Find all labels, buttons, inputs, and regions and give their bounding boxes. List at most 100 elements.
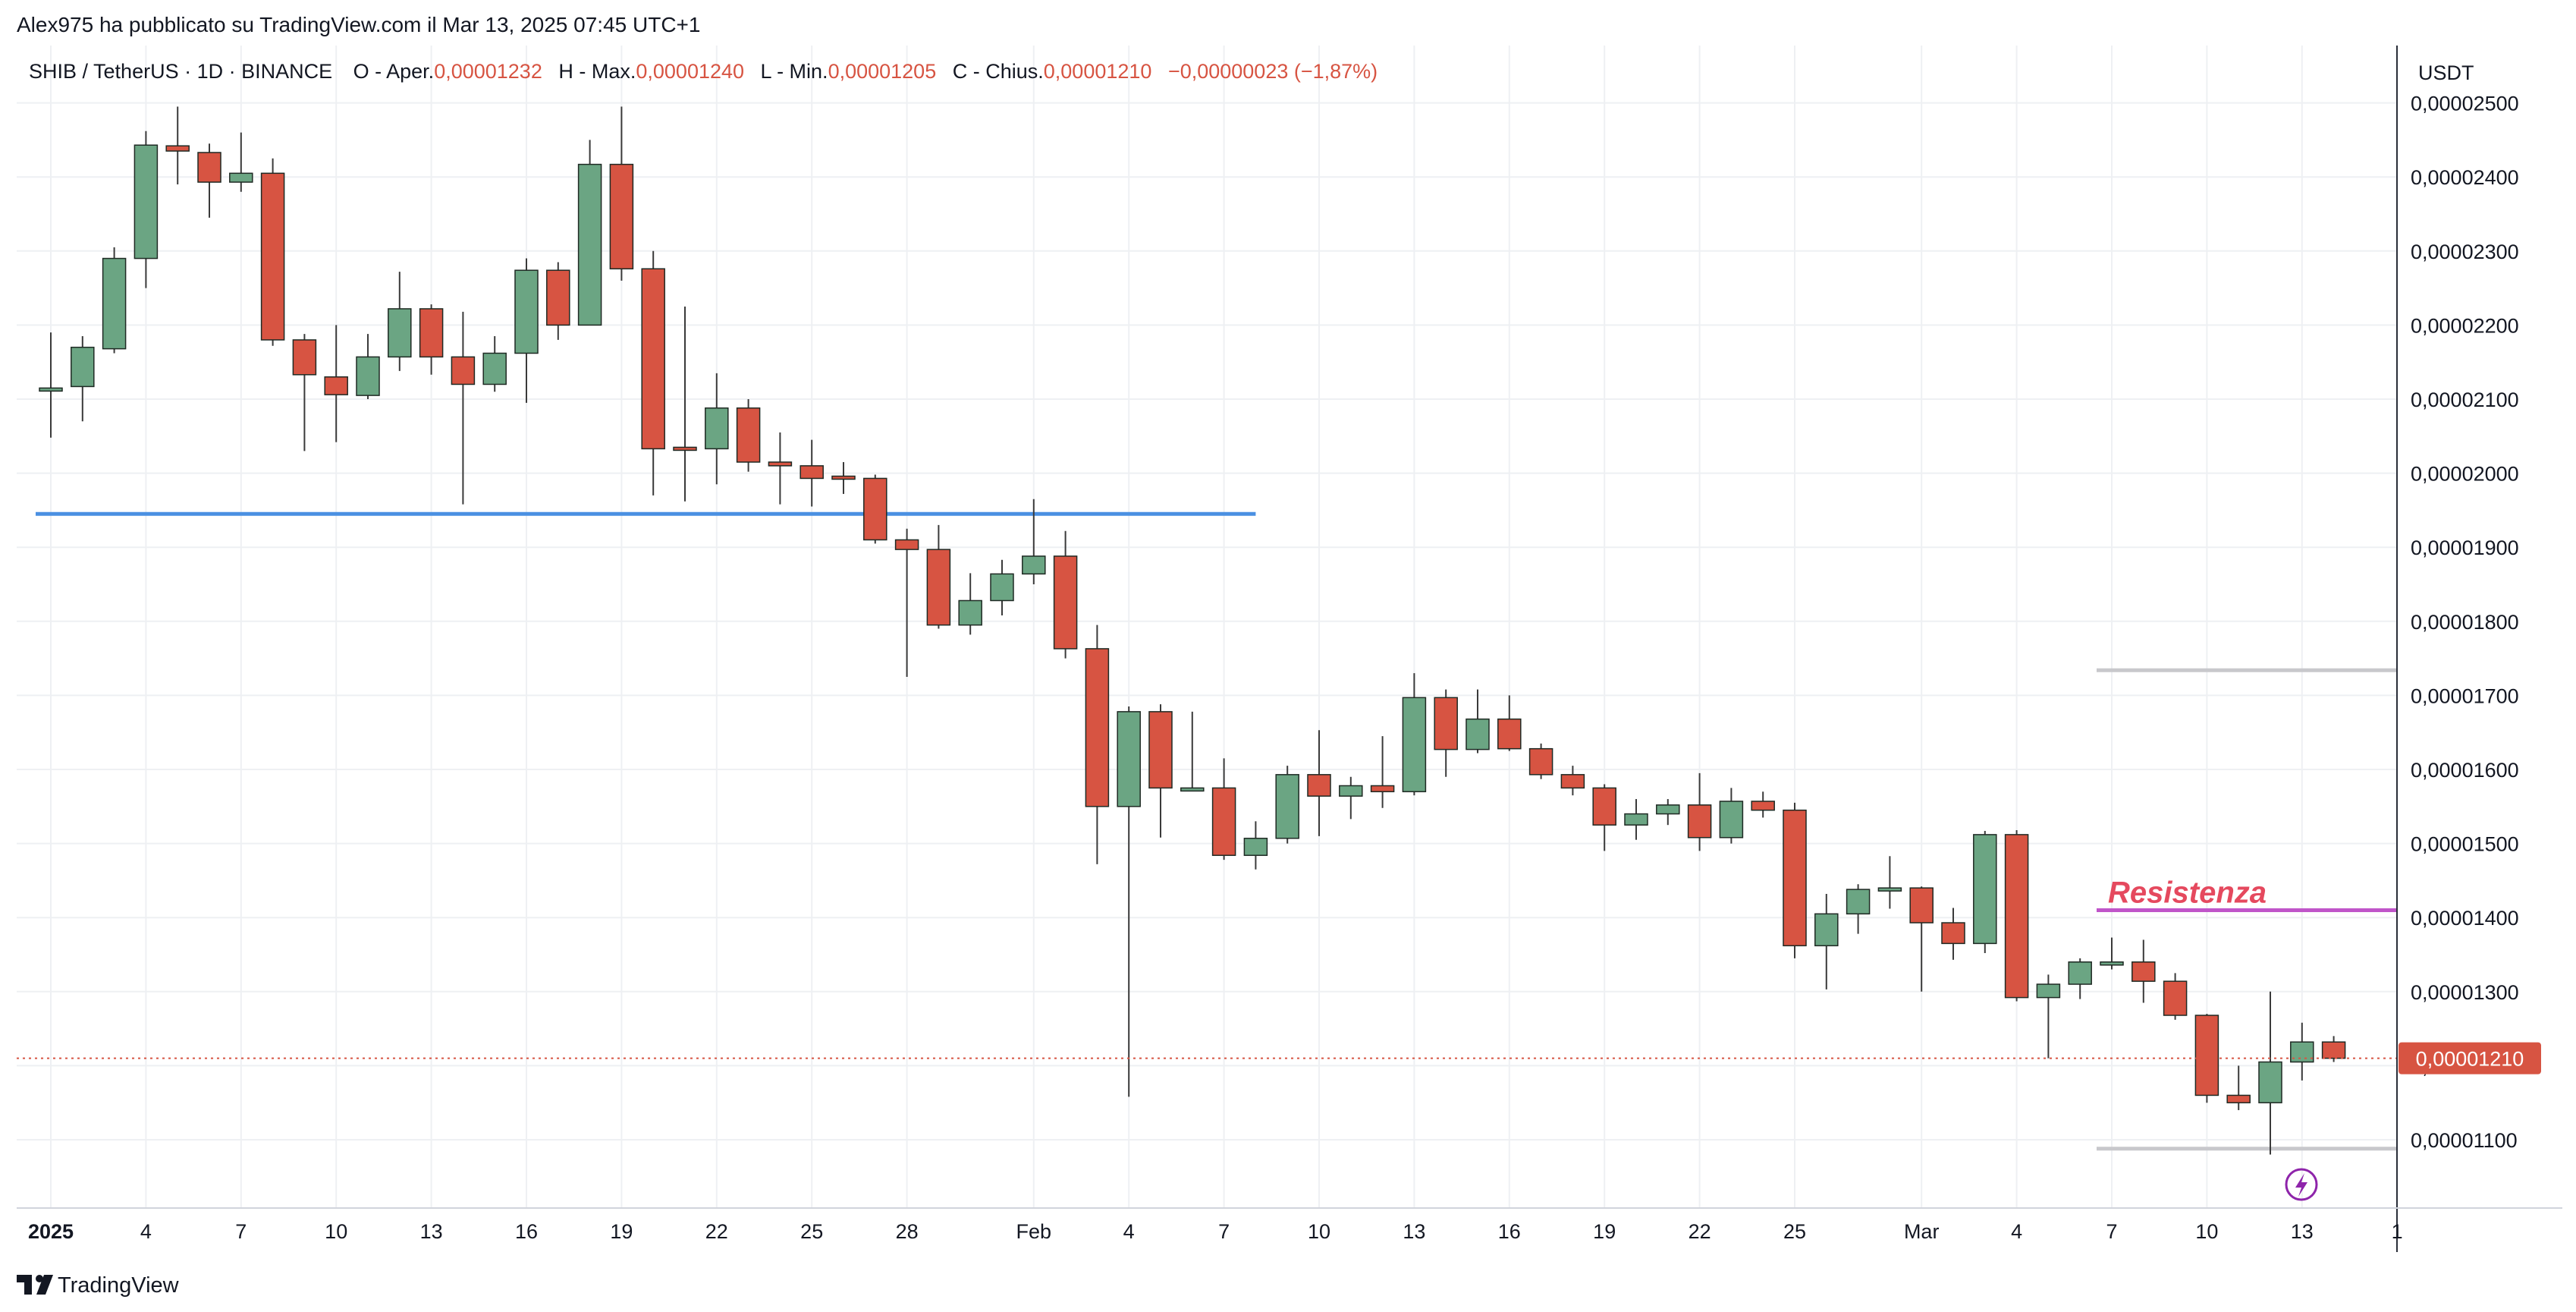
candle-body (736, 407, 761, 463)
candle (958, 573, 982, 635)
candle-body (134, 144, 159, 260)
candle (894, 528, 919, 677)
candle-body (39, 387, 63, 392)
tradingview-logo[interactable]: TradingView (17, 1273, 180, 1298)
candle-body (609, 163, 634, 269)
candle (1751, 791, 1775, 818)
candle (2163, 973, 2188, 1020)
lightning-icon[interactable] (2285, 1168, 2318, 1201)
legend-symbol: SHIB / TetherUS · 1D · BINANCE (29, 60, 332, 83)
y-tick-label: 0,00002200 (2411, 314, 2519, 337)
candle (1624, 799, 1648, 840)
candle-body (388, 308, 412, 358)
legend-open-value: 0,00001232 (434, 60, 542, 83)
candle (1941, 908, 1965, 960)
time-axis[interactable]: 2025 4 7 10 13 16 19 22 25 28 Feb 4 7 10 13 16 19 22 25 Mar… (28, 1220, 2403, 1243)
candle (2100, 937, 2124, 970)
candle (229, 132, 253, 192)
x-tick-label: 28 (896, 1220, 919, 1243)
x-tick-label: 2025 (28, 1220, 74, 1243)
legend-high-value: 0,00001240 (636, 60, 744, 83)
candle (1497, 695, 1522, 751)
candle (2131, 939, 2156, 1003)
x-tick-label: 13 (420, 1220, 443, 1243)
x-tick-label: 13 (2291, 1220, 2314, 1243)
candle-body (990, 573, 1014, 602)
y-tick-label: 0,00001900 (2411, 536, 2519, 559)
horizontal-levels (36, 511, 2397, 1151)
x-tick-label: 19 (1593, 1220, 1616, 1243)
candle-body (673, 446, 697, 451)
candle (1370, 736, 1395, 808)
legend-close-value: 0,00001210 (1044, 60, 1152, 83)
candle-body (197, 152, 221, 183)
candle (736, 399, 761, 472)
candle (1339, 776, 1363, 820)
x-tick-label: Mar (1904, 1220, 1940, 1243)
candle (1814, 893, 1839, 990)
y-tick-label: 0,00002000 (2411, 463, 2519, 486)
candle-body (1339, 785, 1363, 797)
x-tick-label: 7 (235, 1220, 247, 1243)
candle (1592, 784, 1616, 851)
candle (324, 325, 348, 442)
candle (641, 250, 665, 496)
candle (1528, 743, 1553, 779)
y-tick-label: 0,00001600 (2411, 759, 2519, 782)
current-price-tag: 0,00001210 (2399, 1042, 2541, 1074)
chart-grid (17, 46, 2399, 1208)
candle (1783, 802, 1807, 958)
candle (1275, 766, 1299, 844)
x-tick-label: 10 (2195, 1220, 2218, 1243)
candle (1687, 772, 1712, 851)
candle-body (1751, 801, 1775, 811)
candle-body (419, 308, 444, 358)
candle (1053, 530, 1078, 659)
candle-body (2100, 961, 2124, 966)
candle-body (1560, 774, 1585, 789)
candle (71, 336, 95, 422)
candle-body (1053, 555, 1078, 650)
candle (356, 334, 380, 399)
candle-body (1180, 787, 1205, 792)
candle-body (1877, 887, 1902, 892)
candle-body (863, 477, 887, 541)
candle (2226, 1065, 2251, 1110)
candle-body (1148, 711, 1173, 789)
candle (990, 559, 1014, 615)
currency-label[interactable]: USDT (2418, 61, 2474, 84)
candle-body (1814, 913, 1839, 947)
legend-open-label: O - Aper. (353, 60, 435, 83)
x-tick-label: 1 (2392, 1220, 2403, 1243)
candle-body (1211, 787, 1236, 856)
candle-body (1243, 838, 1268, 856)
y-tick-label: 0,00002300 (2411, 241, 2519, 263)
candle (831, 461, 856, 494)
candle (1180, 711, 1205, 792)
candlestick-series (39, 106, 2346, 1155)
tradingview-logo-text: TradingView (58, 1273, 180, 1298)
x-tick-label: 7 (1218, 1220, 1230, 1243)
candle (1846, 884, 1871, 934)
candle-body (958, 599, 982, 626)
candle (1560, 766, 1585, 796)
candle (1656, 799, 1680, 826)
candle-body (768, 461, 793, 467)
candle-body (1592, 787, 1616, 826)
candle-body (514, 269, 539, 354)
candle (863, 474, 887, 544)
candle-body (1275, 774, 1299, 839)
price-axis[interactable]: 0,00002500 0,00002400 0,00002300 0,00002200… (2411, 93, 2519, 1152)
candle-body (926, 549, 951, 626)
resistenza-label: Resistenza (2108, 876, 2267, 909)
candle (451, 311, 476, 505)
x-tick-label: Feb (1016, 1220, 1052, 1243)
candle-body (1022, 555, 1046, 575)
candle (546, 262, 570, 340)
candle-body (71, 346, 95, 388)
candle-body (482, 352, 507, 385)
candle-body (1783, 809, 1807, 947)
candle (1973, 831, 1997, 954)
candle-body (705, 407, 729, 450)
